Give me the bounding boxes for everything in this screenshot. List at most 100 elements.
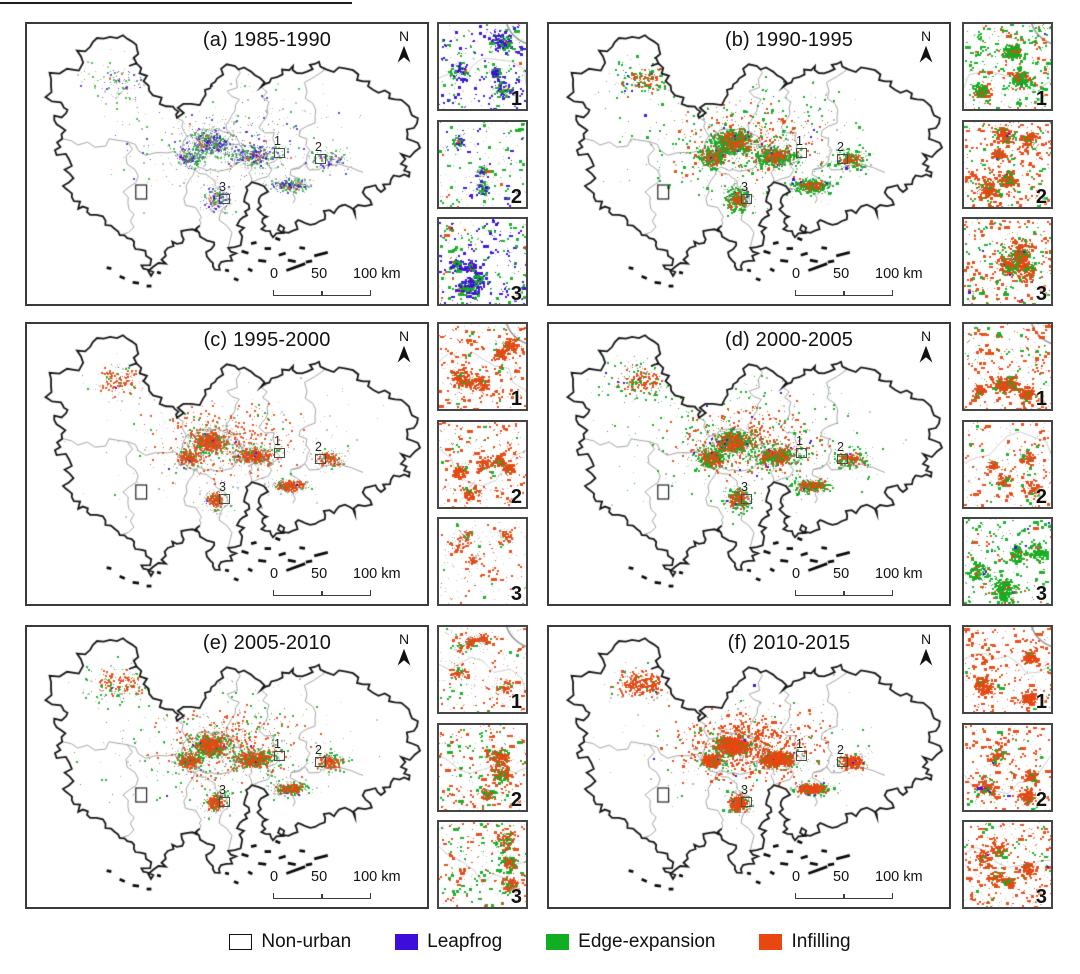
scale-tick-50: 50 bbox=[311, 266, 328, 282]
map-a: (a) 1985-1990 N 0 50 100 km 1 2 3 bbox=[25, 22, 429, 306]
inset-a-3: 3 bbox=[437, 217, 528, 306]
map-f: (f) 2010-2015 N 0 50 100 km 1 2 3 bbox=[547, 625, 951, 909]
north-label: N bbox=[398, 631, 410, 647]
legend-label: Edge-expansion bbox=[578, 931, 716, 952]
scale-tick-0: 0 bbox=[792, 566, 801, 582]
north-arrow-icon bbox=[397, 45, 411, 63]
scale-bar: 0 50 100 km bbox=[265, 566, 415, 598]
legend-item-edge-expansion: Edge-expansion bbox=[546, 931, 715, 953]
inset-column-b: 1 2 3 bbox=[962, 22, 1053, 306]
scale-tick-0: 0 bbox=[792, 869, 801, 885]
north-label: N bbox=[398, 28, 410, 44]
panel-group-a: (a) 1985-1990 N 0 50 100 km 1 2 3 1 2 3 bbox=[25, 22, 1078, 306]
north-label: N bbox=[920, 328, 932, 344]
map-title-c: (c) 1995-2000 bbox=[203, 329, 331, 351]
north-arrow: N bbox=[914, 329, 938, 364]
inset-marker-1: 1 bbox=[274, 134, 285, 158]
inset-d-1: 1 bbox=[962, 322, 1053, 411]
panel-group-f: (f) 2010-2015 N 0 50 100 km 1 2 3 1 2 3 bbox=[547, 625, 1080, 909]
legend-label: Leapfrog bbox=[427, 931, 503, 952]
map-title-b: (b) 1990-1995 bbox=[724, 29, 854, 51]
scale-tick-50: 50 bbox=[311, 869, 328, 885]
north-arrow-icon bbox=[397, 648, 411, 666]
inset-marker-2: 2 bbox=[837, 743, 848, 767]
scale-tick-0: 0 bbox=[792, 266, 801, 282]
inset-c-1: 1 bbox=[437, 322, 528, 411]
map-e: (e) 2005-2010 N 0 50 100 km 1 2 3 bbox=[25, 625, 429, 909]
scale-tick-50: 50 bbox=[833, 869, 850, 885]
inset-marker-1: 1 bbox=[796, 134, 807, 158]
scale-tick-100: 100 km bbox=[353, 266, 401, 282]
scale-tick-50: 50 bbox=[311, 566, 328, 582]
north-label: N bbox=[920, 631, 932, 647]
scale-tick-0: 0 bbox=[270, 869, 279, 885]
inset-e-2: 2 bbox=[437, 722, 528, 812]
panel-group-b: (b) 1990-1995 N 0 50 100 km 1 2 3 1 2 3 bbox=[547, 22, 1080, 306]
north-label: N bbox=[398, 328, 410, 344]
inset-c-2: 2 bbox=[437, 419, 528, 509]
legend-label: Non-urban bbox=[261, 931, 352, 952]
scale-tick-0: 0 bbox=[270, 566, 279, 582]
inset-f-3: 3 bbox=[962, 820, 1053, 909]
inset-a-1: 1 bbox=[437, 22, 528, 111]
inset-marker-3: 3 bbox=[741, 480, 752, 504]
scale-bar: 0 50 100 km bbox=[265, 869, 415, 901]
inset-column-d: 1 2 3 bbox=[962, 322, 1053, 606]
scale-tick-100: 100 km bbox=[353, 869, 401, 885]
inset-marker-3: 3 bbox=[741, 180, 752, 204]
north-arrow: N bbox=[392, 29, 416, 64]
inset-b-1: 1 bbox=[962, 22, 1053, 111]
panel-group-c: (c) 1995-2000 N 0 50 100 km 1 2 3 1 2 3 bbox=[25, 322, 1078, 606]
legend-label: Infilling bbox=[791, 931, 851, 952]
inset-column-a: 1 2 3 bbox=[437, 22, 528, 306]
legend-item-leapfrog: Leapfrog bbox=[395, 931, 502, 953]
north-arrow-icon bbox=[919, 345, 933, 363]
inset-marker-2: 2 bbox=[315, 140, 326, 164]
inset-marker-3: 3 bbox=[219, 783, 230, 807]
map-c: (c) 1995-2000 N 0 50 100 km 1 2 3 bbox=[25, 322, 429, 606]
inset-marker-1: 1 bbox=[796, 737, 807, 761]
inset-marker-3: 3 bbox=[741, 783, 752, 807]
map-b: (b) 1990-1995 N 0 50 100 km 1 2 3 bbox=[547, 22, 951, 306]
edge-expansion-swatch bbox=[546, 934, 570, 950]
north-label: N bbox=[920, 28, 932, 44]
inset-b-3: 3 bbox=[962, 217, 1053, 306]
north-arrow-icon bbox=[397, 345, 411, 363]
scale-bar: 0 50 100 km bbox=[265, 266, 415, 298]
inset-marker-3: 3 bbox=[219, 480, 230, 504]
leapfrog-swatch bbox=[395, 934, 419, 950]
scale-bar: 0 50 100 km bbox=[787, 266, 937, 298]
non-urban-swatch bbox=[229, 934, 253, 950]
inset-column-c: 1 2 3 bbox=[437, 322, 528, 606]
scale-tick-50: 50 bbox=[833, 266, 850, 282]
scale-tick-100: 100 km bbox=[875, 869, 923, 885]
map-title-f: (f) 2010-2015 bbox=[727, 632, 851, 654]
map-title-a: (a) 1985-1990 bbox=[202, 29, 332, 51]
inset-e-3: 3 bbox=[437, 820, 528, 909]
inset-column-e: 1 2 3 bbox=[437, 625, 528, 909]
map-title-e: (e) 2005-2010 bbox=[202, 632, 332, 654]
north-arrow: N bbox=[914, 632, 938, 667]
scale-tick-50: 50 bbox=[833, 566, 850, 582]
legend: Non-urban Leapfrog Edge-expansion Infill… bbox=[0, 931, 1080, 953]
legend-item-non-urban: Non-urban bbox=[229, 931, 351, 953]
scale-tick-0: 0 bbox=[270, 266, 279, 282]
inset-f-1: 1 bbox=[962, 625, 1053, 714]
scale-bar: 0 50 100 km bbox=[787, 869, 937, 901]
scale-tick-100: 100 km bbox=[875, 266, 923, 282]
north-arrow-icon bbox=[919, 648, 933, 666]
north-arrow-icon bbox=[919, 45, 933, 63]
crop-artifact-line bbox=[0, 2, 352, 4]
inset-d-2: 2 bbox=[962, 419, 1053, 509]
inset-marker-1: 1 bbox=[274, 434, 285, 458]
north-arrow: N bbox=[392, 329, 416, 364]
north-arrow: N bbox=[914, 29, 938, 64]
panel-group-d: (d) 2000-2005 N 0 50 100 km 1 2 3 1 2 3 bbox=[547, 322, 1080, 606]
inset-marker-1: 1 bbox=[796, 434, 807, 458]
inset-e-1: 1 bbox=[437, 625, 528, 714]
inset-column-f: 1 2 3 bbox=[962, 625, 1053, 909]
panel-group-e: (e) 2005-2010 N 0 50 100 km 1 2 3 1 2 3 bbox=[25, 625, 1078, 909]
inset-f-2: 2 bbox=[962, 722, 1053, 812]
inset-marker-1: 1 bbox=[274, 737, 285, 761]
